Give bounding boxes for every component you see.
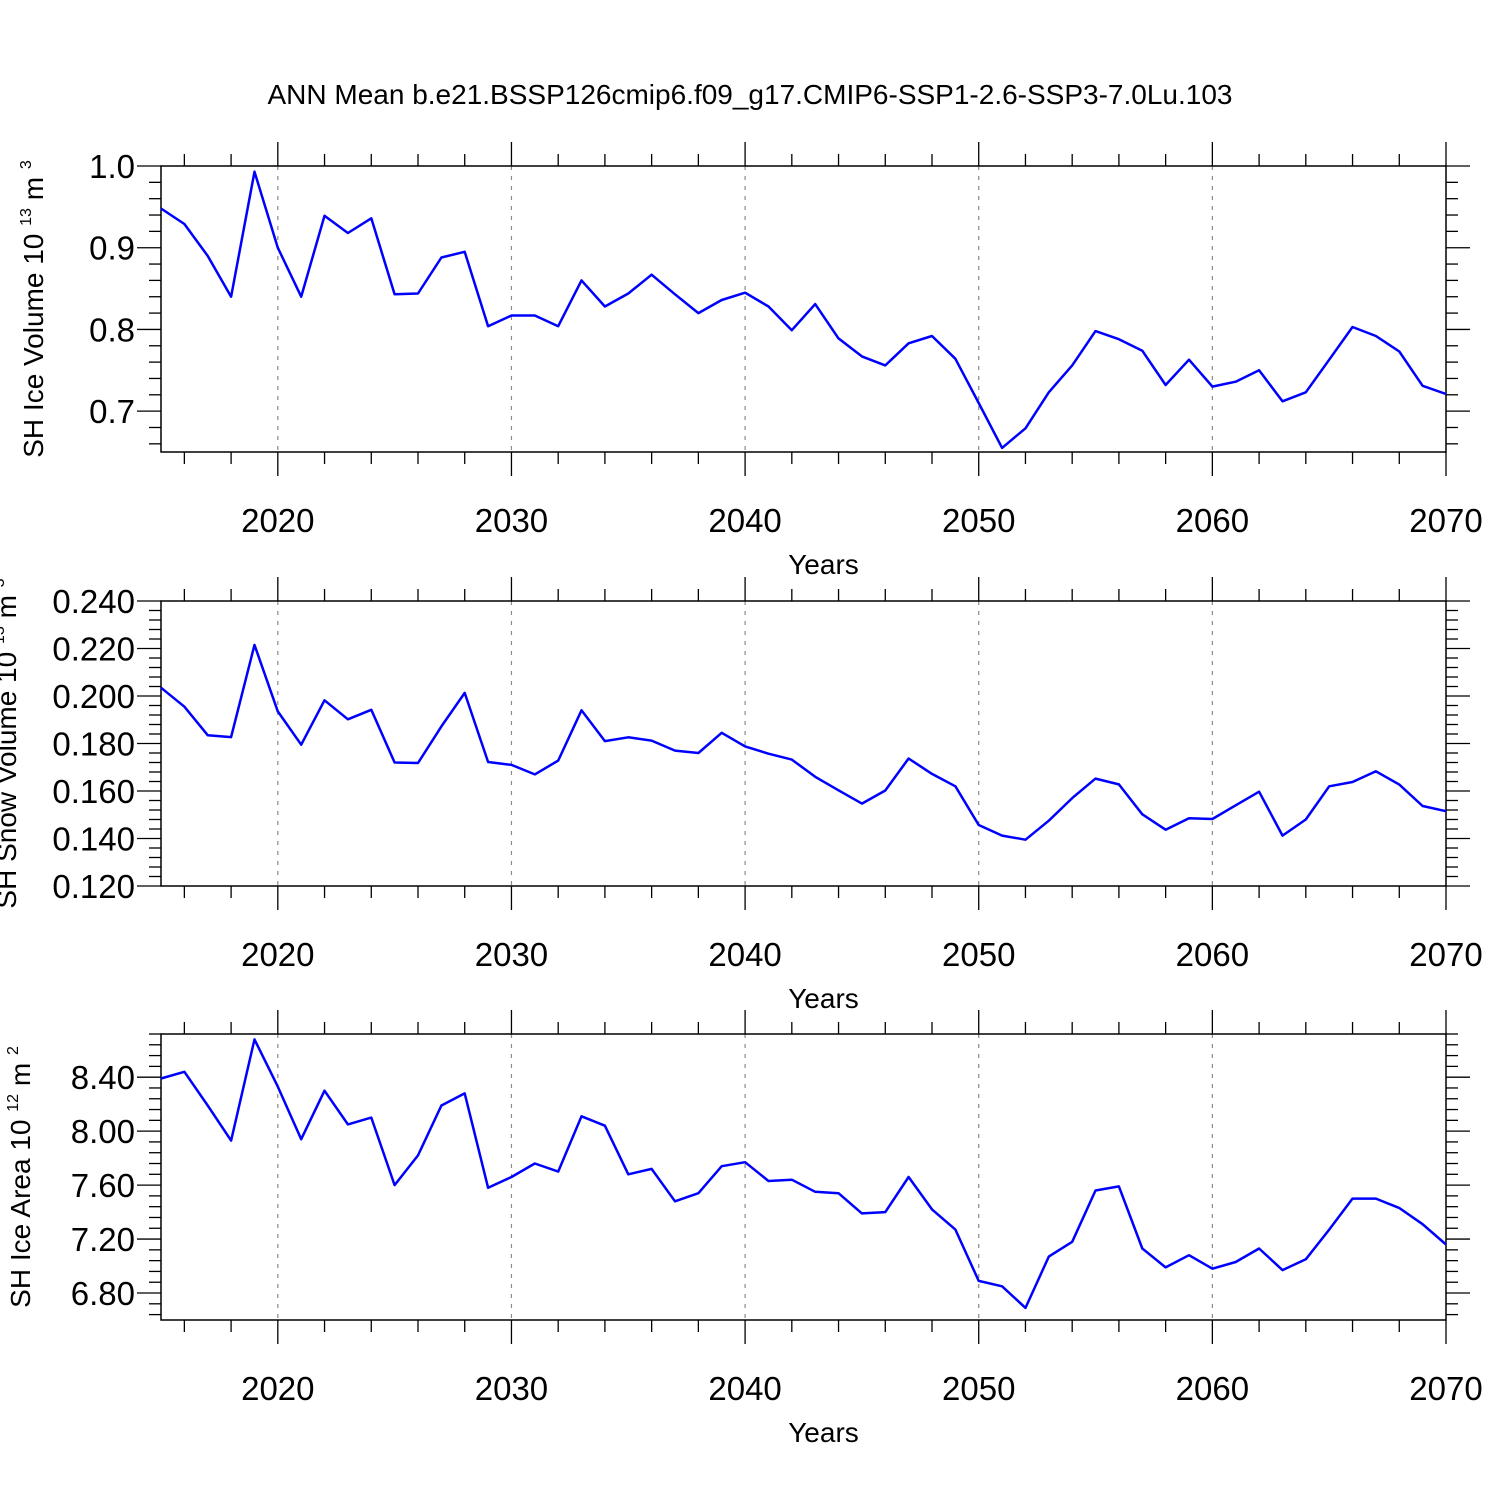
y-axis-label-text: SH Ice Volume — [18, 273, 49, 458]
svg-text:SH Ice Volume 10: SH Ice Volume 10 13 m 3 — [6, 160, 49, 458]
y-axis-unit-suffix-exp: 3 — [18, 160, 35, 169]
x-tick-label: 2070 — [1409, 1370, 1482, 1407]
svg-text:SH Snow Volume 10: SH Snow Volume 10 13 m 3 — [0, 578, 22, 908]
y-axis-unit-base: 10 — [5, 1120, 36, 1151]
x-axis-label-snow-volume: Years — [788, 983, 859, 1014]
y-tick-label: 0.160 — [52, 773, 135, 810]
y-tick-label: 0.240 — [52, 583, 135, 620]
x-tick-label: 2040 — [708, 1370, 781, 1407]
x-tick-label: 2050 — [942, 502, 1015, 539]
x-tick-label: 2030 — [475, 502, 548, 539]
y-axis-label-snow-volume: SH Snow Volume 10 13 m 3 — [0, 578, 22, 908]
x-tick-label: 2060 — [1176, 936, 1249, 973]
y-tick-label: 6.80 — [71, 1275, 135, 1312]
y-axis-unit-suffix-exp: 3 — [0, 578, 8, 587]
plot-frame — [160, 1033, 1447, 1321]
y-tick-label: 8.00 — [71, 1113, 135, 1150]
y-tick-label: 1.0 — [89, 148, 135, 185]
x-tick-label: 2070 — [1409, 936, 1482, 973]
x-tick-label: 2020 — [241, 936, 314, 973]
y-axis-unit-suffix: m — [18, 177, 49, 200]
series-line — [160, 1038, 1447, 1310]
y-axis-unit-base: 10 — [0, 652, 22, 683]
y-tick-label: 0.140 — [52, 821, 135, 858]
chart-title: ANN Mean b.e21.BSSP126cmip6.f09_g17.CMIP… — [267, 79, 1232, 110]
x-axis-label-ice-volume: Years — [788, 549, 859, 580]
y-axis-unit-exp: 12 — [5, 1094, 22, 1112]
x-axis-label-ice-area: Years — [788, 1417, 859, 1448]
x-tick-label: 2060 — [1176, 502, 1249, 539]
y-tick-label: 0.220 — [52, 631, 135, 668]
panel-snow-volume: SH Snow Volume 10 13 m 3 Years 0.120 0.14… — [0, 577, 1483, 1014]
y-tick-label: 0.9 — [89, 230, 135, 267]
svg-text:SH Ice Area 10: SH Ice Area 10 12 m 2 — [0, 1046, 36, 1308]
x-tick-label: 2050 — [942, 936, 1015, 973]
y-tick-label: 0.120 — [52, 868, 135, 905]
y-axis-unit-suffix: m — [5, 1063, 36, 1086]
y-axis-label-text: SH Snow Volume — [0, 691, 22, 909]
x-tick-label: 2030 — [475, 936, 548, 973]
plot-frame — [160, 165, 1447, 453]
y-axis-unit-suffix: m — [0, 595, 22, 618]
x-tick-label: 2020 — [241, 502, 314, 539]
panel-ice-volume: SH Ice Volume 10 13 m 3 Years 0.7 0.8 0.9 1… — [6, 142, 1483, 580]
y-tick-label: 0.200 — [52, 678, 135, 715]
series-line — [160, 170, 1447, 450]
y-axis-label-text: SH Ice Area — [5, 1158, 36, 1308]
x-tick-label: 2040 — [708, 502, 781, 539]
y-tick-label: 0.8 — [89, 311, 135, 348]
x-tick-label: 2050 — [942, 1370, 1015, 1407]
panel-ice-area: SH Ice Area 10 12 m 2 Years 6.80 7.20 7.60… — [0, 1010, 1483, 1448]
y-tick-label: 7.20 — [71, 1221, 135, 1258]
x-tick-label: 2040 — [708, 936, 781, 973]
x-tick-label: 2070 — [1409, 502, 1482, 539]
y-axis-unit-exp: 13 — [0, 626, 8, 644]
y-axis-label-ice-volume: SH Ice Volume 10 13 m 3 — [6, 160, 49, 458]
x-tick-label: 2060 — [1176, 1370, 1249, 1407]
y-axis-label-ice-area: SH Ice Area 10 12 m 2 — [0, 1046, 36, 1308]
y-tick-label: 7.60 — [71, 1167, 135, 1204]
x-tick-label: 2020 — [241, 1370, 314, 1407]
y-axis-unit-exp: 13 — [18, 208, 35, 226]
x-tick-label: 2030 — [475, 1370, 548, 1407]
y-axis-unit-base: 10 — [18, 234, 49, 265]
y-tick-label: 8.40 — [71, 1059, 135, 1096]
y-tick-label: 0.180 — [52, 726, 135, 763]
y-tick-label: 0.7 — [89, 393, 135, 430]
series-line — [160, 643, 1447, 841]
plot-frame — [160, 600, 1447, 887]
y-axis-unit-suffix-exp: 2 — [5, 1046, 22, 1055]
